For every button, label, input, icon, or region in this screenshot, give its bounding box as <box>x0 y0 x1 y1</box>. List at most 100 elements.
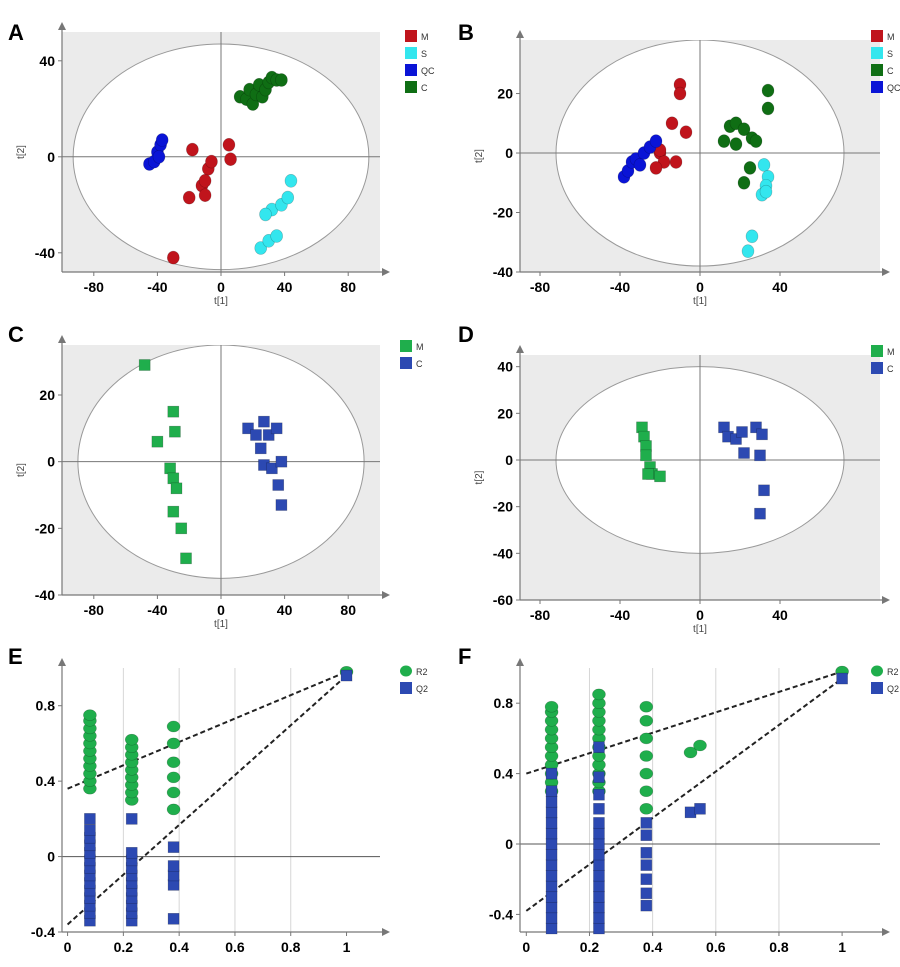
point-b-c-1 <box>761 101 775 116</box>
point-c-c-3 <box>262 429 275 441</box>
point-e-r2-21 <box>166 786 181 799</box>
point-e-q2-25 <box>167 912 180 925</box>
panel-a: -80 -40 0 40 80 -40 0 40 t[1] t[2] MS QC C <box>16 22 435 307</box>
x-tick-label-a-1: -40 <box>147 279 167 295</box>
y-tick-label-c-3: 20 <box>39 387 55 403</box>
legend-label-b-qc: QC <box>887 83 900 93</box>
point-f-r2-30 <box>683 746 698 759</box>
point-f-q2-32 <box>640 873 653 886</box>
point-f-r2-28 <box>639 714 654 727</box>
regression-line-e-r2 <box>67 670 347 790</box>
point-a-m-8 <box>224 152 237 166</box>
legend-label-f-q2: Q2 <box>887 684 899 694</box>
point-c-m-2 <box>169 425 181 438</box>
point-f-q2-19 <box>593 880 605 893</box>
point-b-s-0 <box>757 158 771 172</box>
y-axis-arrow-c <box>58 335 66 343</box>
point-a-m-1 <box>182 190 196 205</box>
point-c-c-10 <box>254 442 267 455</box>
point-f-r2-31 <box>693 739 707 752</box>
point-f-q2-28 <box>593 771 605 783</box>
legend-label-c-m: M <box>416 342 424 352</box>
point-d-m-6 <box>654 470 666 483</box>
panel-letter-f: F <box>458 644 471 669</box>
x-tick-label-c-1: -40 <box>147 602 167 618</box>
point-b-c-8 <box>743 161 757 175</box>
point-f-q2-17 <box>593 901 605 914</box>
y-axis-arrow-a <box>58 22 66 30</box>
point-f-q2-1 <box>545 912 558 924</box>
point-a-m-7 <box>222 138 236 152</box>
panel-letter-e: E <box>8 644 23 669</box>
plot-background-e <box>62 668 380 932</box>
point-f-r2-29 <box>639 700 654 713</box>
x-tick-label-f-3: 0.6 <box>706 939 726 955</box>
point-c-m-9 <box>180 552 192 565</box>
point-f-r2-26 <box>639 750 654 762</box>
legend-label-c-c: C <box>416 359 423 369</box>
point-c-c-0 <box>242 422 254 435</box>
point-a-m-6 <box>205 154 218 169</box>
y-tick-label-a-2: 40 <box>39 53 55 69</box>
point-e-q2-28 <box>167 860 180 872</box>
point-b-c-6 <box>737 122 751 137</box>
x-tick-label-f-2: 0.4 <box>643 939 663 955</box>
legend-f: R2 Q2 <box>871 665 899 694</box>
y-axis-title-a: t[2] <box>16 145 27 159</box>
regression-line-f-r2 <box>526 670 843 775</box>
y-axis-arrow-f <box>516 658 524 666</box>
y-tick-label-b-3: 20 <box>497 86 513 102</box>
x-axis-arrow-b <box>882 268 890 276</box>
point-f-q2-15 <box>593 922 605 935</box>
x-tick-label-f-0: 0 <box>522 939 530 955</box>
x-tick-label-b-2: 0 <box>696 279 704 295</box>
x-axis-title-c: t[1] <box>214 619 228 630</box>
point-a-s-5 <box>281 190 295 205</box>
point-f-q2-30 <box>640 899 653 912</box>
point-b-m-6 <box>669 155 683 169</box>
legend-marker-d-c <box>871 362 883 374</box>
legend-marker-e-r2 <box>400 665 412 677</box>
point-e-r2-22 <box>166 771 181 784</box>
point-e-q2-12 <box>84 824 96 836</box>
point-f-q2-26 <box>593 802 605 815</box>
y-tick-label-c-1: -20 <box>35 520 55 536</box>
point-f-q2-12 <box>545 795 558 808</box>
point-c-m-1 <box>167 405 180 418</box>
legend-b: MSC QC <box>871 30 900 93</box>
legend-label-b-c: C <box>887 66 894 76</box>
panel-e: 0 0.2 0.4 0.6 0.8 1 -0.4 0 0.4 0.8 R2 Q2 <box>31 658 428 955</box>
point-f-q2-20 <box>593 869 605 882</box>
legend-label-a-c: C <box>421 83 428 93</box>
x-axis-title-a: t[1] <box>214 296 228 307</box>
point-e-r2-10 <box>83 709 97 721</box>
x-tick-label-d-1: -40 <box>610 607 630 623</box>
legend-label-d-c: C <box>887 364 894 374</box>
point-a-m-9 <box>198 174 212 188</box>
legend-marker-f-r2 <box>871 665 883 677</box>
point-c-m-0 <box>138 359 151 371</box>
x-axis-arrow-a <box>382 268 390 276</box>
point-e-q2-30 <box>340 669 353 682</box>
point-c-m-5 <box>167 472 180 485</box>
y-axis-arrow-e <box>58 658 66 666</box>
plot-background-f <box>520 668 880 932</box>
x-tick-label-f-4: 0.8 <box>769 939 789 955</box>
point-d-c-2 <box>730 433 742 445</box>
point-b-s-6 <box>741 244 755 258</box>
point-b-qc-7 <box>633 158 647 172</box>
point-a-c-11 <box>275 73 288 87</box>
x-tick-label-d-2: 0 <box>696 607 704 623</box>
point-a-s-2 <box>270 229 283 243</box>
point-f-q2-5 <box>545 869 558 882</box>
point-d-c-7 <box>754 449 766 462</box>
point-b-c-9 <box>737 175 751 190</box>
x-tick-label-a-0: -80 <box>84 279 104 295</box>
x-tick-label-e-3: 0.6 <box>225 939 245 955</box>
point-f-q2-16 <box>593 912 605 924</box>
point-f-q2-34 <box>640 846 653 859</box>
point-f-q2-13 <box>545 785 558 798</box>
x-axis-arrow-e <box>382 928 390 936</box>
point-b-c-0 <box>761 83 775 98</box>
y-tick-label-d-2: -20 <box>493 499 513 515</box>
